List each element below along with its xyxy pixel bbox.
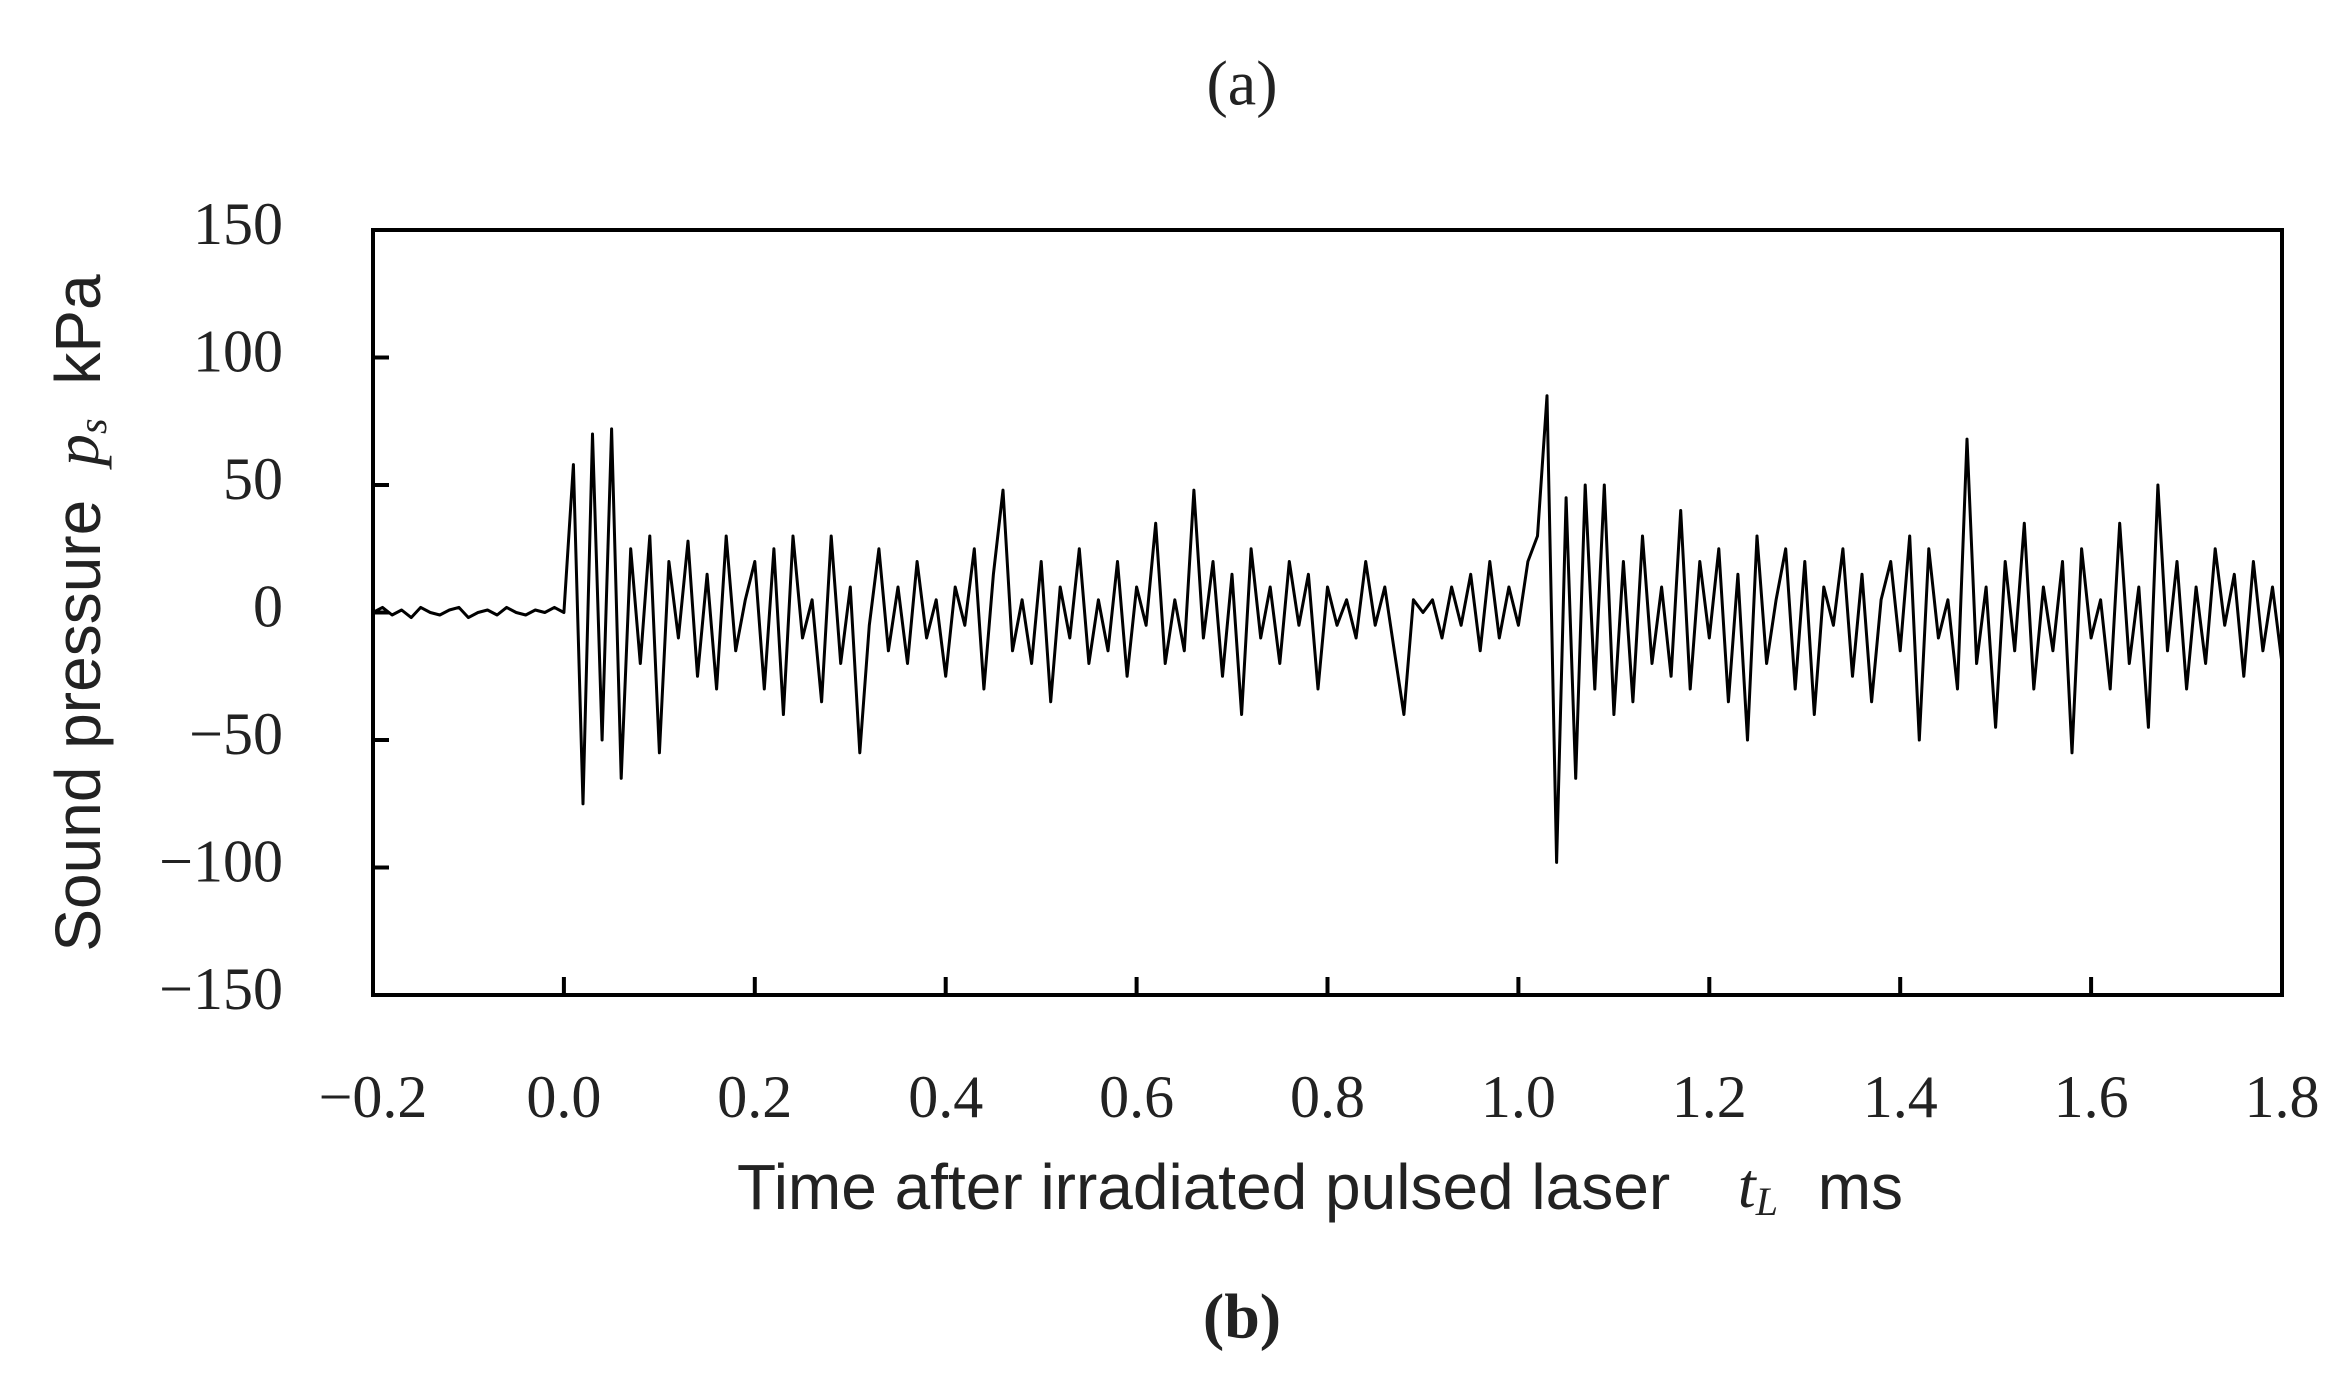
x-tick-label: 1.4 (1863, 1064, 1938, 1130)
x-tick-label: 0.0 (526, 1064, 601, 1130)
panel-label: (b) (1203, 1281, 1281, 1352)
x-tick-label: 1.8 (2245, 1064, 2320, 1130)
panel-label: (a) (1206, 48, 1277, 119)
y-tick-label: 50 (223, 446, 283, 512)
y-label-text: Sound pressure (42, 500, 114, 952)
y-tick-label: 150 (193, 191, 283, 257)
x-tick-label: 0.6 (1099, 1064, 1174, 1130)
x-tick-label: −0.2 (319, 1064, 428, 1130)
x-unit: ms (1818, 1151, 1903, 1223)
x-axis-label: Time after irradiated pulsed laser tL ms (737, 1150, 1903, 1237)
y-tick-label: −50 (189, 701, 283, 767)
x-tick-label: 1.6 (2054, 1064, 2129, 1130)
x-subscript: L (1755, 1179, 1778, 1224)
x-tick-label: 1.2 (1672, 1064, 1747, 1130)
y-tick-label: 0 (253, 573, 283, 639)
plot-frame (371, 228, 2284, 997)
x-tick-label: 0.2 (717, 1064, 792, 1130)
x-tick-label: 0.4 (908, 1064, 983, 1130)
y-tick-label: −100 (159, 828, 283, 894)
signal-line (372, 394, 2284, 864)
y-symbol: p (41, 434, 112, 470)
x-label-text: Time after irradiated pulsed laser (737, 1151, 1670, 1223)
y-unit: kPa (42, 274, 114, 385)
y-tick-label: 100 (193, 318, 283, 384)
y-subscript: s (70, 418, 115, 434)
x-symbol: t (1738, 1150, 1758, 1221)
x-tick-label: 1.0 (1481, 1064, 1556, 1130)
y-axis-label: Sound pressure ps kPa (41, 274, 128, 952)
x-tick-label: 0.8 (1290, 1064, 1365, 1130)
y-tick-label: −150 (159, 956, 283, 1022)
